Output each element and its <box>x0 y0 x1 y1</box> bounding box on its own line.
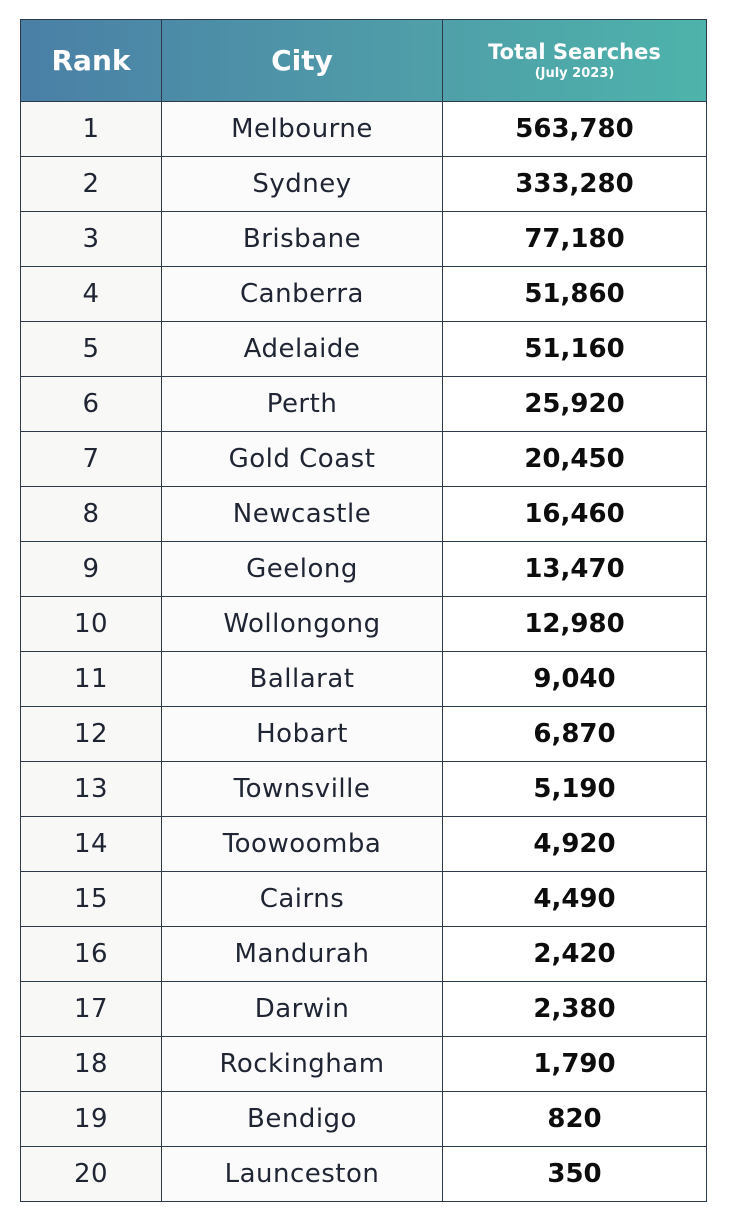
city-cell: Geelong <box>161 541 443 597</box>
total-searches-cell: 820 <box>442 1091 707 1147</box>
city-cell: Cairns <box>161 871 443 927</box>
total-searches-cell: 13,470 <box>442 541 707 597</box>
city-cell: Newcastle <box>161 486 443 542</box>
rank-cell: 10 <box>20 596 162 652</box>
total-searches-cell: 25,920 <box>442 376 707 432</box>
rank-cell: 20 <box>20 1146 162 1202</box>
rank-cell: 18 <box>20 1036 162 1092</box>
rank-cell: 4 <box>20 266 162 322</box>
table-row: 19 Bendigo 820 <box>20 1091 707 1147</box>
total-searches-cell: 20,450 <box>442 431 707 487</box>
city-cell: Sydney <box>161 156 443 212</box>
rank-cell: 17 <box>20 981 162 1037</box>
table-body: 1 Melbourne 563,780 2 Sydney 333,280 3 Brisbane… <box>20 101 707 1202</box>
city-cell: Darwin <box>161 981 443 1037</box>
total-searches-cell: 12,980 <box>442 596 707 652</box>
city-cell: Melbourne <box>161 101 443 157</box>
city-cell: Launceston <box>161 1146 443 1202</box>
table-row: 17 Darwin 2,380 <box>20 981 707 1037</box>
column-header-total-searches-period: (July 2023) <box>534 65 615 81</box>
table-row: 3 Brisbane 77,180 <box>20 211 707 267</box>
rank-cell: 9 <box>20 541 162 597</box>
rank-cell: 2 <box>20 156 162 212</box>
rank-cell: 13 <box>20 761 162 817</box>
table-row: 12 Hobart 6,870 <box>20 706 707 762</box>
total-searches-cell: 350 <box>442 1146 707 1202</box>
rank-cell: 11 <box>20 651 162 707</box>
city-cell: Perth <box>161 376 443 432</box>
column-header-rank: Rank <box>20 19 162 102</box>
rank-cell: 16 <box>20 926 162 982</box>
table-row: 14 Toowoomba 4,920 <box>20 816 707 872</box>
total-searches-cell: 77,180 <box>442 211 707 267</box>
total-searches-cell: 2,380 <box>442 981 707 1037</box>
table-row: 6 Perth 25,920 <box>20 376 707 432</box>
column-header-city: City <box>161 19 443 102</box>
table-row: 1 Melbourne 563,780 <box>20 101 707 157</box>
table-row: 5 Adelaide 51,160 <box>20 321 707 377</box>
total-searches-cell: 4,920 <box>442 816 707 872</box>
total-searches-cell: 51,860 <box>442 266 707 322</box>
total-searches-cell: 2,420 <box>442 926 707 982</box>
total-searches-cell: 563,780 <box>442 101 707 157</box>
total-searches-cell: 16,460 <box>442 486 707 542</box>
table-row: 18 Rockingham 1,790 <box>20 1036 707 1092</box>
rank-cell: 15 <box>20 871 162 927</box>
table-row: 13 Townsville 5,190 <box>20 761 707 817</box>
rank-cell: 8 <box>20 486 162 542</box>
table-row: 20 Launceston 350 <box>20 1146 707 1202</box>
total-searches-cell: 51,160 <box>442 321 707 377</box>
city-cell: Bendigo <box>161 1091 443 1147</box>
rank-cell: 5 <box>20 321 162 377</box>
city-cell: Rockingham <box>161 1036 443 1092</box>
rank-cell: 3 <box>20 211 162 267</box>
total-searches-cell: 9,040 <box>442 651 707 707</box>
total-searches-cell: 5,190 <box>442 761 707 817</box>
search-ranking-table: Rank City Total Searches (July 2023) 1 Me… <box>20 19 707 1202</box>
city-cell: Adelaide <box>161 321 443 377</box>
table-row: 15 Cairns 4,490 <box>20 871 707 927</box>
table-row: 9 Geelong 13,470 <box>20 541 707 597</box>
total-searches-cell: 1,790 <box>442 1036 707 1092</box>
table-row: 8 Newcastle 16,460 <box>20 486 707 542</box>
table-row: 11 Ballarat 9,040 <box>20 651 707 707</box>
rank-cell: 6 <box>20 376 162 432</box>
table-row: 10 Wollongong 12,980 <box>20 596 707 652</box>
city-cell: Townsville <box>161 761 443 817</box>
rank-cell: 14 <box>20 816 162 872</box>
table-row: 7 Gold Coast 20,450 <box>20 431 707 487</box>
header-row: Rank City Total Searches (July 2023) <box>20 19 707 102</box>
city-cell: Mandurah <box>161 926 443 982</box>
city-cell: Ballarat <box>161 651 443 707</box>
table-row: 4 Canberra 51,860 <box>20 266 707 322</box>
column-header-total-searches-title: Total Searches <box>488 39 661 64</box>
rank-cell: 1 <box>20 101 162 157</box>
table-row: 2 Sydney 333,280 <box>20 156 707 212</box>
city-cell: Canberra <box>161 266 443 322</box>
total-searches-cell: 333,280 <box>442 156 707 212</box>
search-ranking-table-container: Rank City Total Searches (July 2023) 1 Me… <box>20 19 707 1202</box>
rank-cell: 12 <box>20 706 162 762</box>
city-cell: Gold Coast <box>161 431 443 487</box>
column-header-total-searches: Total Searches (July 2023) <box>442 19 707 102</box>
city-cell: Toowoomba <box>161 816 443 872</box>
total-searches-cell: 4,490 <box>442 871 707 927</box>
city-cell: Hobart <box>161 706 443 762</box>
city-cell: Brisbane <box>161 211 443 267</box>
city-cell: Wollongong <box>161 596 443 652</box>
total-searches-cell: 6,870 <box>442 706 707 762</box>
rank-cell: 7 <box>20 431 162 487</box>
table-header: Rank City Total Searches (July 2023) <box>20 19 707 102</box>
table-row: 16 Mandurah 2,420 <box>20 926 707 982</box>
rank-cell: 19 <box>20 1091 162 1147</box>
